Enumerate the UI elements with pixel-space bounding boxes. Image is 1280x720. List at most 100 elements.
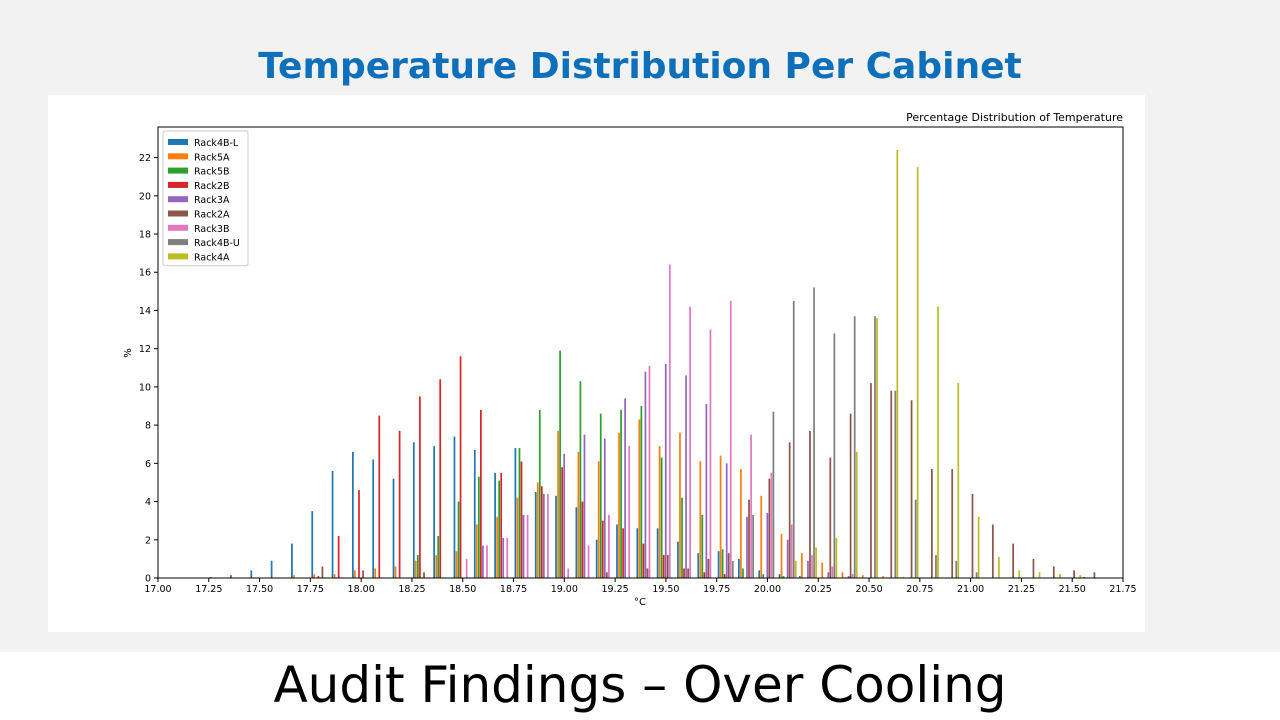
bar-rack3a-2 — [522, 514, 525, 578]
legend-swatch — [168, 210, 188, 217]
bar-rack2b-4 — [398, 430, 401, 578]
bar-rack5a-6 — [414, 560, 417, 578]
bar-rack2a-26 — [1093, 572, 1096, 578]
x-tick-label: 19.00 — [551, 584, 578, 595]
chart-panel: Percentage Distribution of Temperature 1… — [48, 95, 1145, 632]
x-tick-label: 18.75 — [500, 584, 527, 595]
bar-rack2a-8 — [727, 553, 730, 578]
bar-rack2a-21 — [991, 524, 994, 578]
legend-label: Rack5A — [194, 152, 230, 163]
bar-rack5a-7 — [435, 555, 438, 578]
bar-rack2b-0 — [317, 576, 320, 578]
x-tick-label: 19.75 — [703, 584, 730, 595]
bar-rack5b-2 — [457, 501, 460, 578]
bar-rack2b-9 — [500, 472, 503, 578]
bar-rack2b-10 — [520, 461, 523, 578]
bar-rack4b-l-8 — [372, 459, 375, 578]
bar-rack3a-1 — [502, 537, 505, 578]
bar-rack4b-l-29 — [798, 576, 801, 578]
bar-rack5b-4 — [498, 480, 501, 578]
bar-rack2a-4 — [646, 568, 649, 578]
bar-rack5a-10 — [496, 516, 498, 578]
bar-rack5b-1 — [437, 535, 440, 578]
bar-rack4b-u-6 — [853, 316, 856, 578]
bar-rack4b-l-21 — [636, 528, 639, 578]
bar-rack5a-14 — [577, 451, 580, 578]
bar-rack5a-9 — [475, 524, 478, 578]
bar-rack5a-25 — [800, 553, 803, 578]
bar-rack4b-l-6 — [331, 470, 334, 578]
bar-rack4b-l-22 — [656, 528, 659, 578]
bar-rack2b-17 — [662, 555, 665, 578]
y-axis-label: % — [123, 348, 134, 358]
bar-rack4a-4 — [876, 318, 878, 578]
histogram-chart: Percentage Distribution of Temperature 1… — [123, 111, 1137, 608]
legend-swatch — [168, 167, 188, 174]
y-tick-label: 6 — [145, 459, 151, 470]
bar-rack5a-3 — [354, 570, 356, 578]
bar-rack2b-13 — [581, 501, 584, 578]
bar-rack5a-16 — [618, 432, 620, 578]
bar-rack5b-7 — [559, 350, 561, 578]
bar-rack5a-21 — [719, 455, 722, 578]
bar-rack3a-11 — [705, 404, 708, 578]
bar-rack5a-13 — [557, 430, 559, 578]
x-tick-label: 19.25 — [602, 584, 629, 595]
bar-rack3b-6 — [587, 545, 590, 578]
bar-rack5b-9 — [599, 413, 602, 578]
bar-rack4b-l-14 — [494, 472, 496, 578]
bar-rack4b-u-7 — [874, 316, 876, 578]
bar-rack5a-28 — [861, 575, 864, 578]
bar-rack3b-3 — [526, 514, 529, 578]
bar-rack5b-11 — [640, 406, 643, 578]
bar-rack2a-10 — [768, 478, 771, 578]
y-tick-label: 12 — [139, 344, 151, 355]
legend-swatch — [168, 224, 188, 231]
x-tick-label: 20.75 — [906, 584, 933, 595]
x-tick-label: 21.75 — [1109, 584, 1136, 595]
bar-rack2b-7 — [459, 356, 462, 578]
bar-rack3a-7 — [624, 398, 626, 578]
bar-rack3b-18 — [831, 566, 834, 578]
bar-rack4b-l-13 — [473, 449, 476, 578]
bar-rack4b-l-27 — [758, 570, 761, 578]
bar-rack5b-17 — [762, 574, 765, 578]
y-tick-label: 0 — [145, 574, 151, 585]
bar-rack5b-13 — [681, 497, 683, 578]
bar-rack4a-0 — [794, 560, 797, 578]
bar-rack3b-15 — [770, 472, 773, 578]
bar-rack5a-29 — [882, 576, 884, 578]
x-tick-label: 21.50 — [1059, 584, 1086, 595]
y-tick-label: 16 — [139, 268, 151, 279]
bar-rack2a-24 — [1052, 566, 1055, 578]
bar-rack5a-12 — [536, 482, 539, 578]
bar-rack5b-16 — [742, 568, 744, 578]
bar-rack3b-10 — [668, 264, 671, 578]
bar-rack2a-15 — [870, 383, 872, 578]
bar-rack4b-l-9 — [392, 478, 395, 578]
bar-rack3a-4 — [563, 453, 566, 578]
bar-rack4b-l-28 — [778, 574, 781, 578]
bar-rack3a-3 — [542, 493, 545, 578]
bar-rack3b-9 — [648, 365, 651, 578]
bar-rack3b-8 — [628, 446, 631, 578]
x-tick-label: 17.00 — [144, 584, 171, 595]
bar-rack4a-3 — [855, 451, 858, 578]
bar-rack3b-4 — [547, 493, 549, 578]
bar-rack5a-20 — [699, 461, 702, 578]
bar-rack5a-1 — [313, 574, 316, 578]
bar-rack3a-16 — [807, 560, 809, 578]
legend-swatch — [168, 153, 188, 160]
bar-rack5b-8 — [579, 381, 582, 578]
bar-rack3b-0 — [465, 558, 468, 578]
x-tick-label: 17.75 — [297, 584, 324, 595]
y-tick-label: 10 — [139, 382, 151, 393]
y-tick-label: 18 — [139, 230, 151, 241]
legend-label: Rack2A — [194, 210, 230, 221]
bar-rack4b-u-1 — [752, 514, 754, 578]
bar-rack5a-24 — [780, 534, 783, 578]
bar-rack2a-14 — [849, 413, 852, 578]
bar-rack3a-8 — [644, 371, 647, 578]
bar-rack2a-13 — [829, 457, 832, 578]
bar-rack2b-16 — [642, 543, 645, 578]
